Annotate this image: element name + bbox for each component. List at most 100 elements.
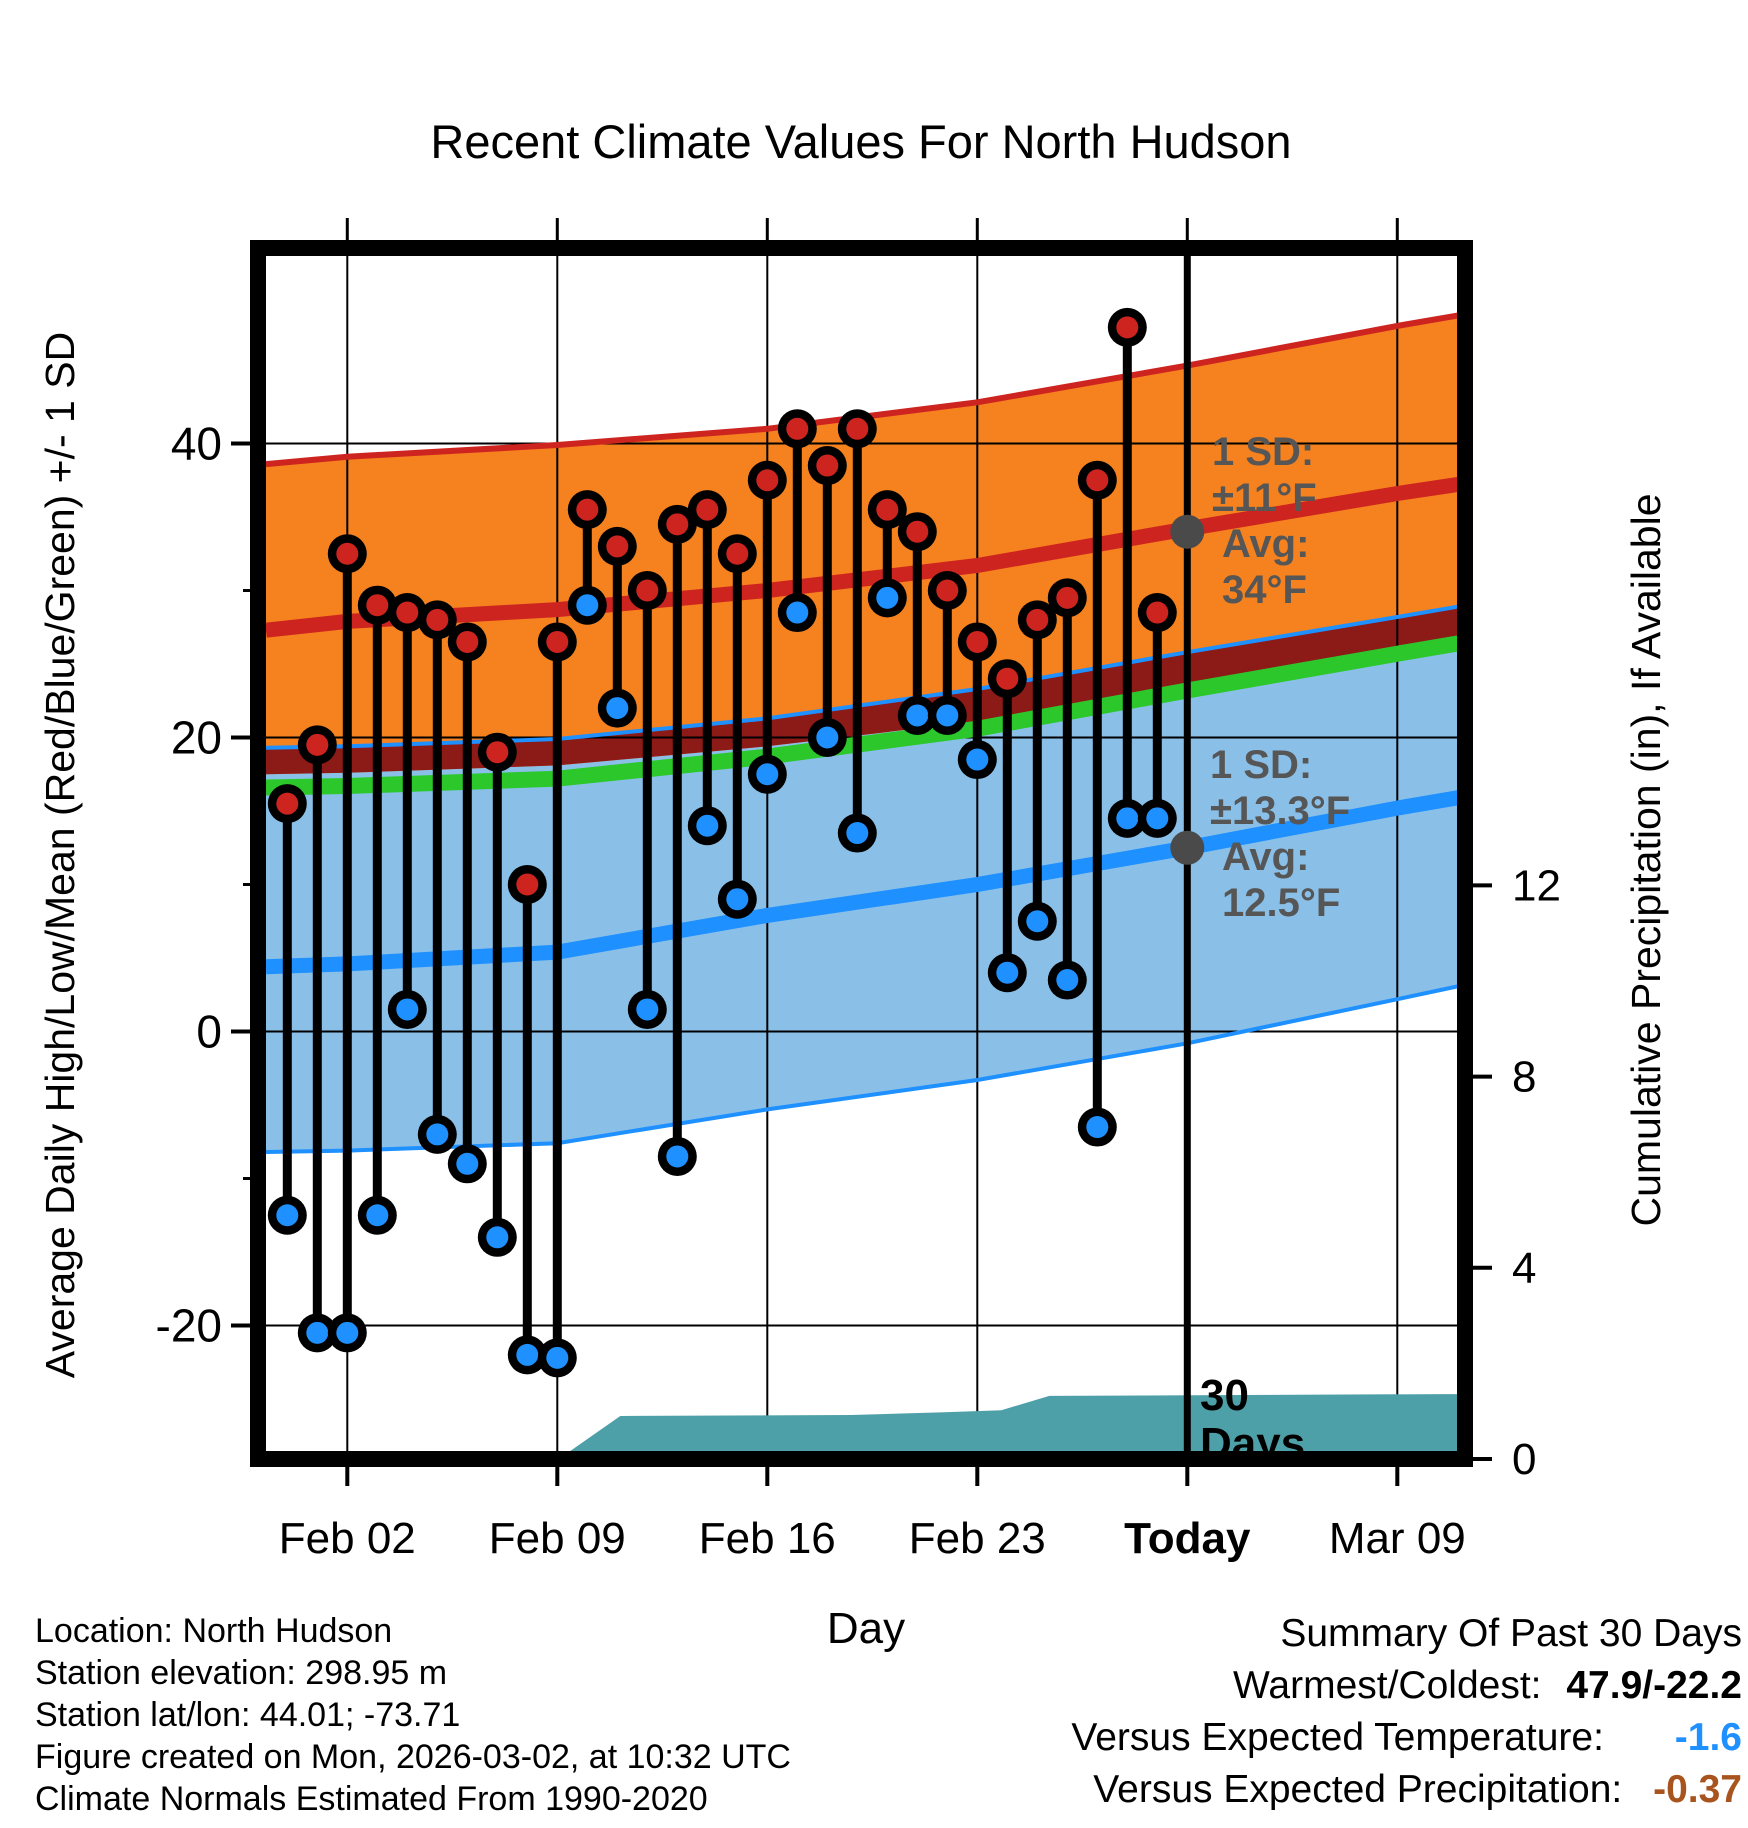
- stem-day: [1077, 460, 1117, 1147]
- overlap-band: [266, 605, 1467, 775]
- vs-precip-label: Versus Expected Precipitation:: [1093, 1768, 1622, 1811]
- stem-day: [417, 600, 457, 1154]
- high-dot: [726, 542, 749, 565]
- low-dot: [456, 1152, 479, 1175]
- y-right-tick-label: 8: [1512, 1053, 1536, 1102]
- stem-day: [837, 409, 877, 853]
- stem-day: [357, 585, 397, 1235]
- high-plus-sd-line: [265, 311, 1467, 468]
- warmest-coldest-value: 47.9/-22.2: [1566, 1664, 1742, 1707]
- station-elevation: Station elevation: 298.95 m: [35, 1654, 447, 1692]
- plot-frame: [250, 240, 1473, 1467]
- low-dot: [366, 1204, 389, 1227]
- low-dot: [996, 961, 1019, 984]
- low-dot: [576, 594, 599, 617]
- low-dot: [726, 888, 749, 911]
- vs-temp-label: Versus Expected Temperature:: [1071, 1716, 1604, 1759]
- station-latlon: Station lat/lon: 44.01; -73.71: [35, 1696, 460, 1734]
- x-tick-label: Feb 16: [699, 1514, 836, 1563]
- high-dot: [876, 498, 899, 521]
- high-dot: [336, 542, 359, 565]
- low-dot: [306, 1321, 329, 1344]
- summary-heading: Summary Of Past 30 Days: [1280, 1612, 1742, 1655]
- high-dot: [816, 454, 839, 477]
- high-dot: [516, 873, 539, 896]
- low-plus-sd-line: [265, 603, 1467, 750]
- stem-day: [927, 571, 967, 735]
- avg-low-line: [265, 788, 1468, 975]
- low-dot: [1086, 1116, 1109, 1139]
- stem-day: [627, 571, 667, 1029]
- mean-line: [265, 634, 1468, 796]
- stem-day: [447, 622, 487, 1184]
- y-right-tick-label: 12: [1512, 861, 1561, 910]
- stem-day: [387, 593, 427, 1029]
- low-dot: [906, 704, 929, 727]
- high-dot: [606, 535, 629, 558]
- low-dot: [1116, 807, 1139, 830]
- low-avg-value: 12.5°F: [1222, 881, 1340, 925]
- chart-title: Recent Climate Values For North Hudson: [430, 115, 1291, 168]
- stem-day: [1137, 593, 1177, 838]
- low-dot: [876, 586, 899, 609]
- station-info: Location: North Hudson Station elevation…: [35, 1612, 791, 1818]
- low-avg-label: Avg:: [1222, 835, 1309, 879]
- stem-day: [897, 512, 937, 735]
- low-dot: [606, 697, 629, 720]
- low-dot: [1056, 969, 1079, 992]
- high-dot: [696, 498, 719, 521]
- y-left-tick-label: -20: [156, 1300, 222, 1352]
- y-left-tick-label: 20: [171, 712, 222, 764]
- low-sd-label: 1 SD:: [1210, 743, 1312, 787]
- high-dot: [366, 594, 389, 617]
- high-dot: [1146, 601, 1169, 624]
- low-dot: [276, 1204, 299, 1227]
- high-dot: [936, 579, 959, 602]
- cumulative-precip-area: [558, 1394, 1467, 1459]
- high-dot: [636, 579, 659, 602]
- low-dot: [1026, 910, 1049, 933]
- high-dot: [546, 630, 569, 653]
- high-dot: [756, 469, 779, 492]
- x-tick-label: Today: [1124, 1514, 1251, 1563]
- low-dot: [756, 763, 779, 786]
- stem-day: [867, 490, 907, 618]
- x-tick-label: Feb 09: [489, 1514, 626, 1563]
- high-dot: [276, 792, 299, 815]
- summary-warmest-coldest: Warmest/Coldest: 47.9/-22.2: [1233, 1664, 1742, 1707]
- avg-high-marker: [1170, 514, 1205, 549]
- high-dot: [1026, 608, 1049, 631]
- high-sd-label: 1 SD:: [1212, 430, 1314, 474]
- window-label-line2: Days: [1200, 1419, 1305, 1468]
- warmest-coldest-label: Warmest/Coldest:: [1233, 1664, 1541, 1707]
- x-axis-label: Day: [827, 1604, 905, 1653]
- high-dot: [1086, 469, 1109, 492]
- high-avg-label: Avg:: [1222, 522, 1309, 566]
- high-dot: [306, 733, 329, 756]
- low-dot: [396, 998, 419, 1021]
- stem-day: [717, 534, 757, 919]
- high-dot: [1116, 316, 1139, 339]
- stem-day: [597, 526, 637, 728]
- stem-day: [657, 504, 697, 1176]
- summary-past-30-days: Summary Of Past 30 Days Warmest/Coldest:…: [1071, 1612, 1742, 1811]
- low-dot: [966, 748, 989, 771]
- vs-precip-value: -0.37: [1653, 1768, 1742, 1811]
- low-dot: [786, 601, 809, 624]
- high-dot: [666, 513, 689, 536]
- stem-day: [567, 490, 607, 625]
- vs-temp-value: -1.6: [1675, 1716, 1742, 1759]
- x-tick-label: Mar 09: [1329, 1514, 1466, 1563]
- stem-day: [507, 865, 547, 1375]
- y-left-tick-label: 0: [196, 1006, 222, 1058]
- stem-day: [537, 622, 577, 1378]
- today-line: [1170, 256, 1205, 1451]
- low-dot: [486, 1226, 509, 1249]
- stem-day: [267, 784, 307, 1235]
- low-sd-value: ±13.3°F: [1210, 789, 1350, 833]
- high-dot: [966, 630, 989, 653]
- low-dot: [936, 704, 959, 727]
- avg-low-marker: [1170, 830, 1205, 865]
- station-location: Location: North Hudson: [35, 1612, 392, 1650]
